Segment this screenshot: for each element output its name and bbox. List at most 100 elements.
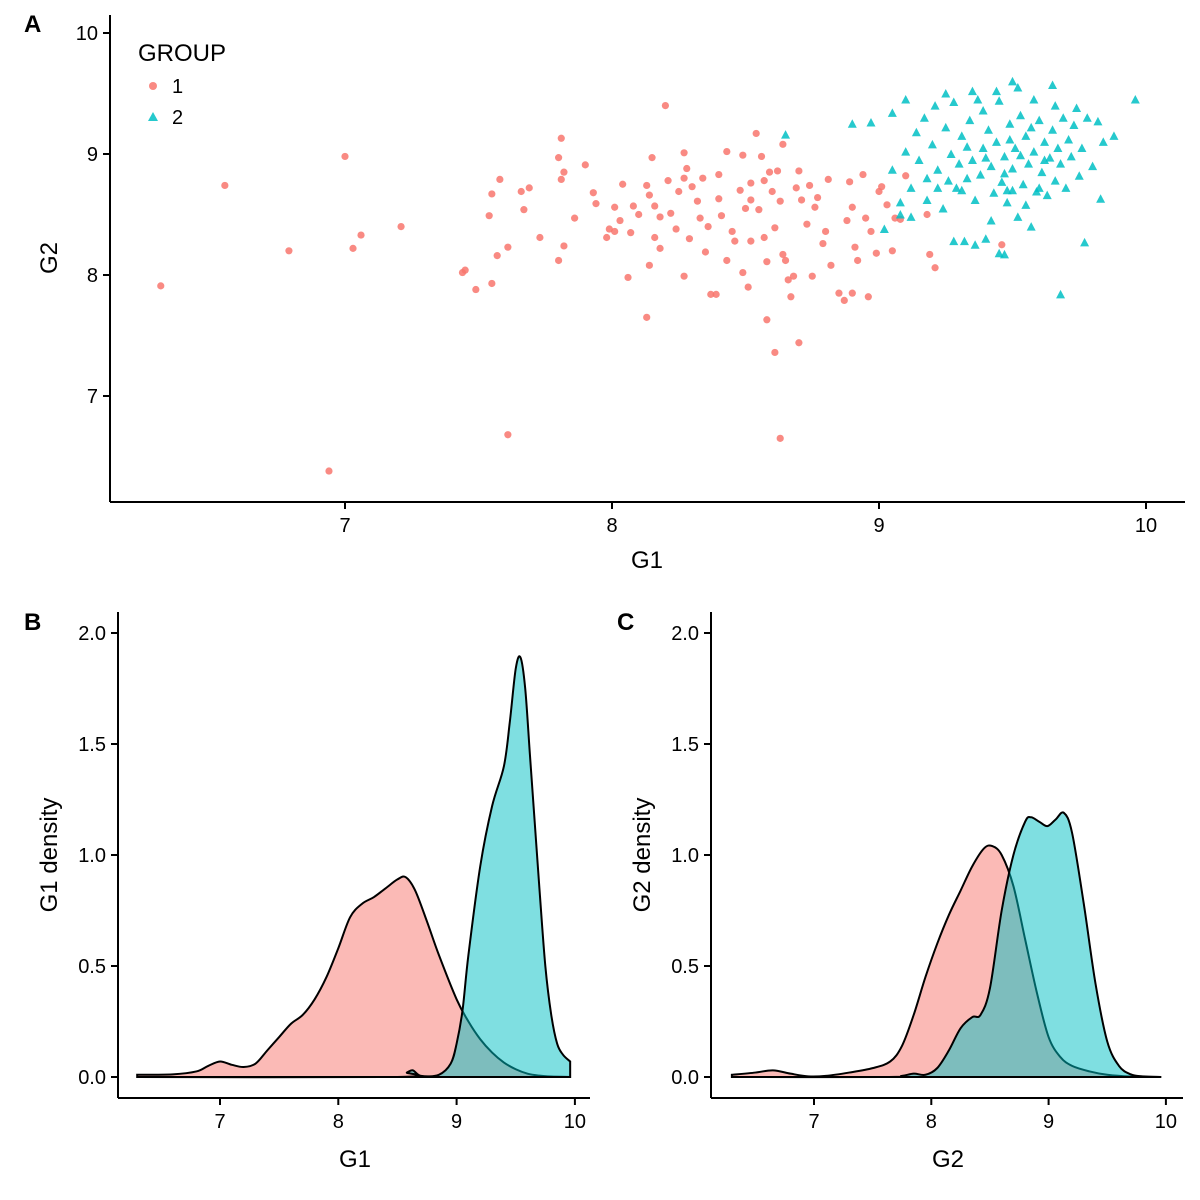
point-group-1 bbox=[744, 283, 752, 291]
y-tick-label: 0.5 bbox=[671, 956, 699, 978]
point-group-1 bbox=[357, 231, 365, 239]
point-group-2 bbox=[1048, 125, 1058, 134]
point-group-2 bbox=[978, 143, 988, 152]
x-tick-label: 7 bbox=[808, 1111, 819, 1133]
y-axis-title: G1 density bbox=[36, 798, 63, 913]
point-group-1 bbox=[776, 197, 784, 205]
point-group-1 bbox=[854, 256, 862, 265]
point-group-1 bbox=[488, 190, 496, 198]
point-group-1 bbox=[517, 187, 525, 196]
point-group-2 bbox=[1074, 171, 1084, 180]
point-group-2 bbox=[911, 127, 921, 137]
panel-label-c: C bbox=[617, 609, 634, 636]
y-tick-label: 1.0 bbox=[78, 845, 106, 867]
point-group-1 bbox=[504, 243, 512, 251]
x-tick-label: 10 bbox=[1135, 515, 1157, 537]
point-group-1 bbox=[589, 189, 597, 197]
point-group-1 bbox=[619, 180, 627, 188]
point-group-1 bbox=[221, 181, 229, 190]
point-group-2 bbox=[959, 236, 969, 246]
point-group-1 bbox=[755, 206, 763, 214]
point-group-1 bbox=[349, 244, 357, 252]
point-group-2 bbox=[967, 86, 977, 96]
point-group-1 bbox=[851, 243, 859, 251]
y-tick-label: 9 bbox=[87, 144, 98, 166]
point-group-1 bbox=[787, 293, 795, 301]
point-group-1 bbox=[795, 167, 803, 175]
point-group-1 bbox=[616, 216, 624, 225]
point-group-2 bbox=[1088, 161, 1098, 171]
point-group-1 bbox=[712, 290, 720, 298]
point-group-2 bbox=[970, 195, 980, 204]
point-group-1 bbox=[760, 177, 768, 185]
legend-title: GROUP bbox=[138, 40, 226, 67]
legend: GROUP 1 2 bbox=[138, 40, 226, 129]
point-group-2 bbox=[970, 240, 980, 249]
point-group-2 bbox=[1026, 222, 1036, 231]
point-group-2 bbox=[986, 216, 996, 225]
legend-marker-group-1 bbox=[149, 82, 157, 90]
point-group-2 bbox=[949, 236, 959, 246]
point-group-1 bbox=[557, 175, 565, 184]
point-group-1 bbox=[680, 149, 688, 157]
point-group-2 bbox=[922, 195, 932, 204]
point-group-1 bbox=[643, 313, 651, 321]
y-tick-label: 1.5 bbox=[78, 734, 106, 756]
point-group-1 bbox=[781, 256, 790, 265]
point-group-1 bbox=[664, 177, 672, 185]
point-group-1 bbox=[520, 206, 528, 214]
point-group-1 bbox=[675, 187, 683, 196]
point-group-2 bbox=[1034, 115, 1044, 125]
point-group-1 bbox=[536, 233, 544, 242]
point-group-1 bbox=[627, 229, 635, 237]
point-group-2 bbox=[1005, 134, 1015, 144]
point-group-1 bbox=[827, 261, 835, 269]
y-axis-title: G2 density bbox=[629, 798, 656, 913]
point-group-1 bbox=[504, 431, 512, 439]
point-group-2 bbox=[1058, 113, 1068, 122]
panel-label-b: B bbox=[24, 609, 41, 636]
point-group-1 bbox=[696, 214, 704, 222]
point-group-1 bbox=[525, 184, 533, 192]
y-axis-title: G2 bbox=[36, 242, 63, 274]
point-group-2 bbox=[962, 173, 972, 183]
point-group-2 bbox=[991, 137, 1001, 146]
point-group-2 bbox=[994, 96, 1004, 105]
point-group-1 bbox=[397, 223, 405, 231]
point-group-2 bbox=[901, 95, 911, 104]
point-group-1 bbox=[760, 233, 768, 242]
point-group-2 bbox=[1016, 150, 1026, 160]
point-group-2 bbox=[949, 97, 959, 106]
point-group-1 bbox=[493, 252, 501, 260]
x-tick-label: 7 bbox=[214, 1111, 225, 1133]
point-group-1 bbox=[776, 434, 784, 442]
point-group-1 bbox=[784, 276, 792, 284]
point-group-2 bbox=[1050, 101, 1060, 110]
point-group-2 bbox=[933, 165, 943, 174]
point-group-1 bbox=[680, 174, 688, 182]
y-tick-label: 8 bbox=[87, 265, 98, 287]
point-group-2 bbox=[1021, 131, 1031, 140]
point-group-2 bbox=[1034, 183, 1044, 192]
point-group-2 bbox=[978, 105, 988, 115]
point-group-2 bbox=[986, 161, 996, 171]
point-group-1 bbox=[672, 225, 680, 233]
point-group-2 bbox=[906, 212, 916, 221]
point-group-2 bbox=[866, 118, 876, 127]
point-group-1 bbox=[763, 258, 771, 266]
point-group-2 bbox=[967, 155, 977, 165]
point-group-1 bbox=[557, 134, 565, 142]
point-group-1 bbox=[555, 154, 563, 162]
point-group-1 bbox=[555, 256, 563, 265]
point-group-2 bbox=[1008, 185, 1017, 195]
g1-density-panel: 7 8 9 10 0.0 0.5 1.0 1.5 2.0 G1 G1 density bbox=[36, 612, 590, 1173]
point-group-1 bbox=[878, 183, 886, 191]
point-group-2 bbox=[1096, 194, 1106, 203]
point-group-2 bbox=[1093, 116, 1103, 126]
point-group-1 bbox=[752, 129, 760, 138]
point-group-1 bbox=[325, 467, 333, 475]
x-tick-label: 9 bbox=[1043, 1111, 1054, 1133]
point-group-1 bbox=[341, 152, 349, 161]
point-group-1 bbox=[811, 203, 819, 211]
point-group-1 bbox=[704, 223, 712, 231]
